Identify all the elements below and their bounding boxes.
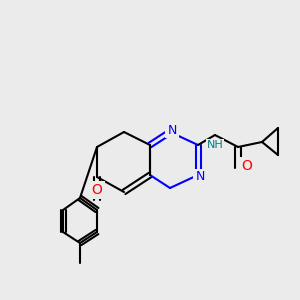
Text: O: O [92, 183, 102, 197]
Text: N: N [195, 170, 205, 184]
Text: N: N [167, 124, 177, 136]
Text: O: O [241, 159, 252, 173]
Text: NH: NH [207, 140, 224, 150]
